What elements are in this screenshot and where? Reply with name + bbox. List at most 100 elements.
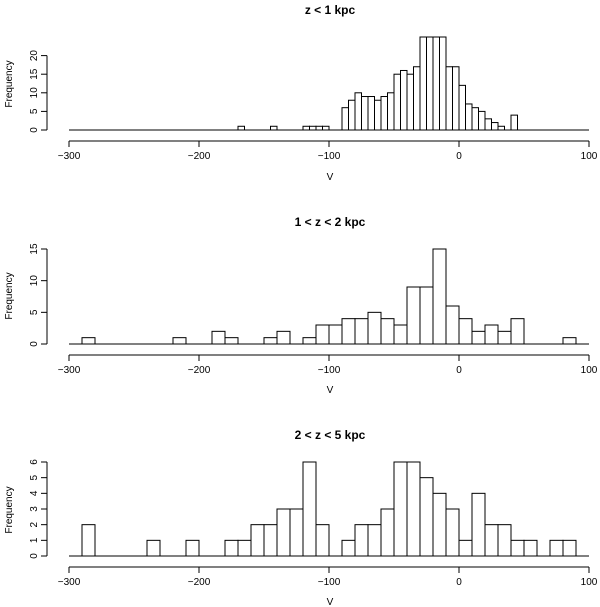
x-tick-label: 100 <box>581 151 598 162</box>
x-tick-label: 0 <box>456 365 462 376</box>
histogram-bar <box>432 492 447 557</box>
panel-title: z < 1 kpc <box>305 3 356 17</box>
histogram-bar <box>263 337 278 345</box>
histogram-bar <box>302 461 317 557</box>
x-axis-label: V <box>327 385 334 396</box>
histogram-bar <box>510 114 518 131</box>
histogram-bar <box>328 324 343 345</box>
y-tick-label: 6 <box>29 459 40 465</box>
histogram-bar <box>413 66 421 131</box>
x-axis-label: V <box>327 597 334 607</box>
histogram-panel-2-lt-z-lt-5: 2 < z < 5 kpc V Frequency −300 −200 −100 0 1… <box>4 428 598 607</box>
histogram-bar <box>315 524 330 557</box>
histogram-bar <box>224 539 239 557</box>
panel-title: 2 < z < 5 kpc <box>295 428 366 442</box>
y-tick-label: 3 <box>29 506 40 512</box>
histogram-bar <box>81 337 96 345</box>
x-tick-label: −200 <box>188 577 211 588</box>
histogram-bar <box>491 122 499 131</box>
x-tick-label: −100 <box>318 577 341 588</box>
histogram-bar <box>465 103 473 131</box>
panel-title: 1 < z < 2 kpc <box>295 215 366 229</box>
histogram-bar <box>211 330 226 345</box>
histogram-bar <box>374 99 382 131</box>
histogram-bar <box>250 524 265 557</box>
histogram-bar <box>478 110 486 131</box>
histogram-bars <box>81 248 577 345</box>
y-tick-label: 0 <box>29 553 40 559</box>
y-tick-label: 0 <box>29 127 40 133</box>
histogram-bar <box>380 508 395 557</box>
histogram-bar <box>263 524 278 557</box>
histogram-bar <box>146 539 161 557</box>
histogram-bar <box>426 36 434 131</box>
histogram-bar <box>302 337 317 345</box>
histogram-bar <box>523 539 538 557</box>
histogram-panel-z-lt-1: z < 1 kpc V Frequency −300 −200 −100 0 100 0 5… <box>4 3 598 183</box>
axes: −300 −200 −100 0 100 0 1 2 3 4 5 6 <box>29 459 598 588</box>
x-tick-label: 0 <box>456 577 462 588</box>
x-tick-label: −300 <box>58 151 81 162</box>
histogram-bar <box>81 524 96 557</box>
histogram-bar <box>341 107 349 131</box>
histogram-bar <box>341 318 356 345</box>
x-tick-label: −200 <box>188 365 211 376</box>
histogram-bar <box>484 524 499 557</box>
histogram-bar <box>562 337 577 345</box>
histogram-bar <box>484 324 499 345</box>
histogram-bar <box>367 96 375 131</box>
histogram-bar <box>237 539 252 557</box>
x-tick-label: −300 <box>58 365 81 376</box>
histogram-bar <box>224 337 239 345</box>
histogram-bar <box>172 337 187 345</box>
histogram-bar <box>315 125 323 131</box>
histogram-bar <box>315 324 330 345</box>
histogram-bar <box>445 508 460 557</box>
y-tick-label: 15 <box>29 243 40 255</box>
histogram-bar <box>432 248 447 345</box>
histogram-bar <box>341 539 356 557</box>
histogram-bar <box>380 96 388 131</box>
histogram-bar <box>458 84 466 131</box>
y-tick-label: 10 <box>29 275 40 287</box>
x-tick-label: 100 <box>581 577 598 588</box>
histogram-bar <box>393 324 408 345</box>
histogram-bar <box>367 311 382 345</box>
histogram-bar <box>400 69 408 131</box>
histogram-bar <box>510 539 525 557</box>
y-tick-label: 20 <box>29 50 40 62</box>
histogram-bar <box>419 477 434 557</box>
y-tick-label: 5 <box>29 108 40 114</box>
histogram-bar <box>354 318 369 345</box>
histogram-bar <box>406 461 421 557</box>
histogram-bar <box>471 492 486 557</box>
histogram-bar <box>549 539 564 557</box>
x-tick-label: 100 <box>581 365 598 376</box>
histogram-bar <box>419 36 427 131</box>
histogram-bar <box>471 107 479 131</box>
histogram-bar <box>445 66 453 131</box>
histogram-bar <box>445 305 460 345</box>
histogram-bar <box>289 508 304 557</box>
histogram-bar <box>562 539 577 557</box>
histogram-bar <box>185 539 200 557</box>
y-tick-label: 0 <box>29 341 40 347</box>
histogram-bar <box>322 125 330 131</box>
histogram-bar <box>497 330 512 345</box>
y-axis-label: Frequency <box>4 60 15 107</box>
histogram-bar <box>497 125 505 131</box>
histogram-bar <box>406 73 414 131</box>
histogram-bar <box>361 96 369 131</box>
histogram-bar <box>458 539 473 557</box>
histogram-bar <box>380 318 395 345</box>
histogram-bar <box>237 125 245 131</box>
histogram-bars <box>81 461 577 557</box>
histogram-bar <box>439 36 447 131</box>
histogram-bar <box>276 330 291 345</box>
histogram-bar <box>393 73 401 131</box>
histogram-bar <box>354 524 369 557</box>
histogram-bar <box>309 125 317 131</box>
histogram-bar <box>510 318 525 345</box>
histogram-bar <box>497 524 512 557</box>
